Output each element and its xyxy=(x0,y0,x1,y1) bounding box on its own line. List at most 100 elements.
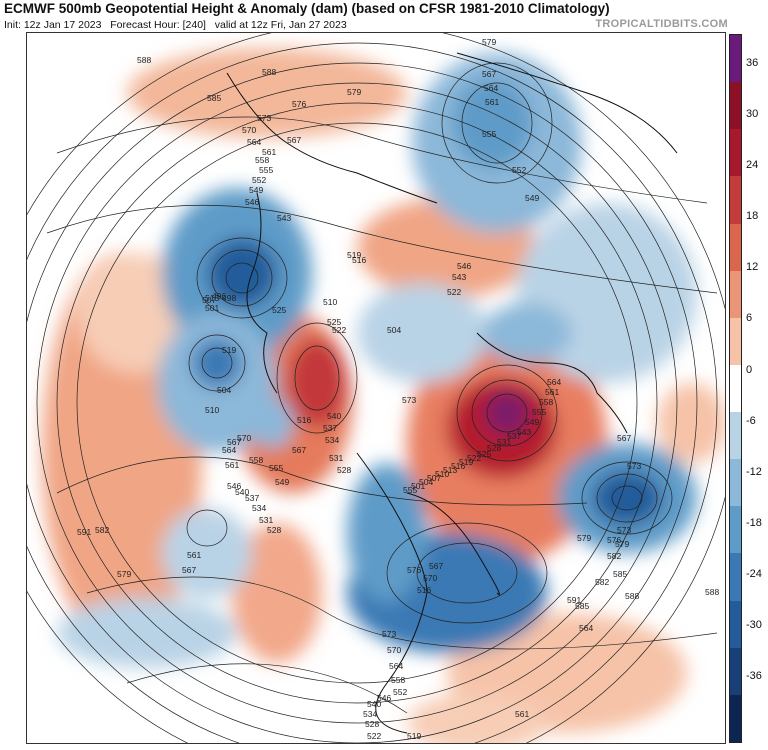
contour-label: 498 xyxy=(222,293,236,303)
contour-label: 537 xyxy=(323,423,337,433)
colorbar-segment xyxy=(730,35,741,83)
contour-label: 570 xyxy=(387,645,401,655)
coastlines xyxy=(226,52,678,734)
chart-subtitle: Init: 12z Jan 17 2023 Forecast Hour: [24… xyxy=(4,19,347,31)
contour-label: 531 xyxy=(259,515,273,525)
polar-map: 588 588 579 585 576 573 570 567 564 561 558 555 552 5… xyxy=(26,32,726,744)
contour-label: 549 xyxy=(525,193,539,203)
colorbar-tick-label: -12 xyxy=(746,465,762,478)
contour-label: 582 xyxy=(607,551,621,561)
contour-label: 567 xyxy=(429,561,443,571)
contour-label: 546 xyxy=(377,693,391,703)
colorbar-tick-label: -36 xyxy=(746,669,762,682)
init-time: Init: 12z Jan 17 2023 xyxy=(4,19,102,31)
contour-label: 561 xyxy=(225,460,239,470)
colorbar-tick-label: -6 xyxy=(746,414,756,427)
contour-label: 555 xyxy=(482,129,496,139)
contour-label: 573 xyxy=(382,629,396,639)
contour-label: 579 xyxy=(482,37,496,47)
contour-label: 513 xyxy=(443,465,457,475)
contour-label: 546 xyxy=(457,261,471,271)
contour-label: 540 xyxy=(327,411,341,421)
contour-label: 567 xyxy=(292,445,306,455)
contour-label: 507 xyxy=(427,473,441,483)
forecast-hour: Forecast Hour: [240] xyxy=(110,19,206,31)
contour-label: 504 xyxy=(419,477,433,487)
colorbar-tick-label: 0 xyxy=(746,363,753,376)
contour-label: 543 xyxy=(452,272,466,282)
contour-label: 582 xyxy=(595,577,609,587)
contour-label: 573 xyxy=(402,395,416,405)
contour-label: 579 xyxy=(615,539,629,549)
contour-label: 588 xyxy=(262,67,276,77)
contour-label: 549 xyxy=(249,185,263,195)
contour-label: 552 xyxy=(393,687,407,697)
contour-label: 504 xyxy=(217,385,231,395)
contour-label: 543 xyxy=(517,427,531,437)
contour-label: 564 xyxy=(389,661,403,671)
contour-label: 534 xyxy=(325,435,339,445)
contour-label: 579 xyxy=(577,533,591,543)
contour-label: 546 xyxy=(245,197,259,207)
contour-label: 588 xyxy=(625,591,639,601)
contour-label: 540 xyxy=(367,699,381,709)
contour-label: 525 xyxy=(327,317,341,327)
colorbar-tick-label: 12 xyxy=(746,261,759,274)
contour-label: 552 xyxy=(512,165,526,175)
contour-label: 510 xyxy=(435,469,449,479)
contour-label: 513 xyxy=(205,293,219,303)
colorbar-tick-label: -24 xyxy=(746,567,762,580)
contour-label: 573 xyxy=(617,525,631,535)
contour-label: 519 xyxy=(407,731,421,741)
map-canvas: 5885885795855765735705675645615585555525… xyxy=(27,33,725,743)
contour-label: 540 xyxy=(235,487,249,497)
contour-label: 567 xyxy=(287,135,301,145)
contour-label: 573 xyxy=(627,461,641,471)
contour-label: 519 xyxy=(459,457,473,467)
contour-label: 549 xyxy=(275,477,289,487)
contour-label: 558 xyxy=(255,155,269,165)
contour-label: 588 xyxy=(705,587,719,597)
contour-label: 561 xyxy=(515,709,529,719)
contour-label: 558 xyxy=(249,455,263,465)
contour-label: 561 xyxy=(545,387,559,397)
contour-label: 522 xyxy=(447,287,461,297)
contour-label: 564 xyxy=(247,137,261,147)
contour-label: 561 xyxy=(187,550,201,560)
colorbar-segment xyxy=(730,129,741,177)
chart-title: ECMWF 500mb Geopotential Height & Anomal… xyxy=(4,1,610,16)
contour-label: 555 xyxy=(403,485,417,495)
contour-label: 567 xyxy=(482,69,496,79)
colorbar-tick-label: 18 xyxy=(746,210,759,223)
contour-label: 501 xyxy=(411,481,425,491)
colorbar-segment xyxy=(730,506,741,554)
colorbar-segment xyxy=(730,600,741,649)
contour-label: 573 xyxy=(257,113,271,123)
contour-label: 525 xyxy=(477,449,491,459)
contour-label: 504 xyxy=(387,325,401,335)
contour-label: 564 xyxy=(579,623,593,633)
contour-label: 564 xyxy=(484,83,498,93)
contour-label: 531 xyxy=(497,437,511,447)
contour-label: 576 xyxy=(407,565,421,575)
anomaly-colorbar xyxy=(729,34,742,743)
contour-label: 585 xyxy=(613,569,627,579)
height-contours xyxy=(27,33,725,743)
contour-label: 558 xyxy=(539,397,553,407)
contour-label: 534 xyxy=(252,503,266,513)
contour-label: 534 xyxy=(363,709,377,719)
contour-label: 522 xyxy=(367,731,381,741)
contour-label: 570 xyxy=(242,125,256,135)
contour-label: 588 xyxy=(137,55,151,65)
anomaly-field xyxy=(42,48,725,743)
contour-label: 555 xyxy=(532,407,546,417)
colorbar-segment xyxy=(730,553,741,602)
contour-label: 564 xyxy=(222,445,236,455)
contour-label: 570 xyxy=(237,433,251,443)
contour-label: 558 xyxy=(391,675,405,685)
contour-label: 546 xyxy=(227,481,241,491)
contour-label: 516 xyxy=(417,585,431,595)
contour-labels: 5885885795855765735705675645615585555525… xyxy=(77,37,719,741)
contour-label: 516 xyxy=(451,461,465,471)
contour-label: 543 xyxy=(277,213,291,223)
